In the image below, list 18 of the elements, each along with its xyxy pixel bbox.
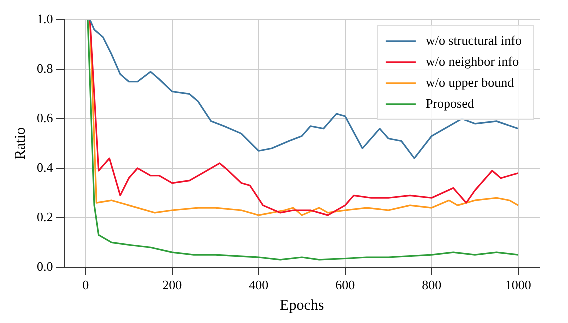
x-tick-label: 600 xyxy=(336,278,356,293)
y-tick-label: 0.8 xyxy=(37,60,54,76)
legend-label: Proposed xyxy=(426,96,475,111)
x-tick-label: 800 xyxy=(422,278,442,293)
legend-label: w/o neighbor info xyxy=(426,54,520,69)
y-tick-label: 0.6 xyxy=(37,110,54,126)
legend-label: w/o structural info xyxy=(426,32,522,48)
y-axis-title: Ratio xyxy=(12,127,29,160)
y-tick-label: 0.2 xyxy=(37,209,54,224)
x-tick-label: 0 xyxy=(82,278,90,293)
x-tick-label: 400 xyxy=(249,278,269,293)
y-tick-label: 0.0 xyxy=(37,258,54,274)
y-tick-label: 1.0 xyxy=(37,11,54,26)
x-tick-label: 1000 xyxy=(505,278,532,293)
x-tick-label: 200 xyxy=(162,278,182,293)
x-axis-title: Epochs xyxy=(280,298,324,314)
y-tick-label: 0.4 xyxy=(37,160,54,175)
legend-label: w/o upper bound xyxy=(426,74,515,90)
